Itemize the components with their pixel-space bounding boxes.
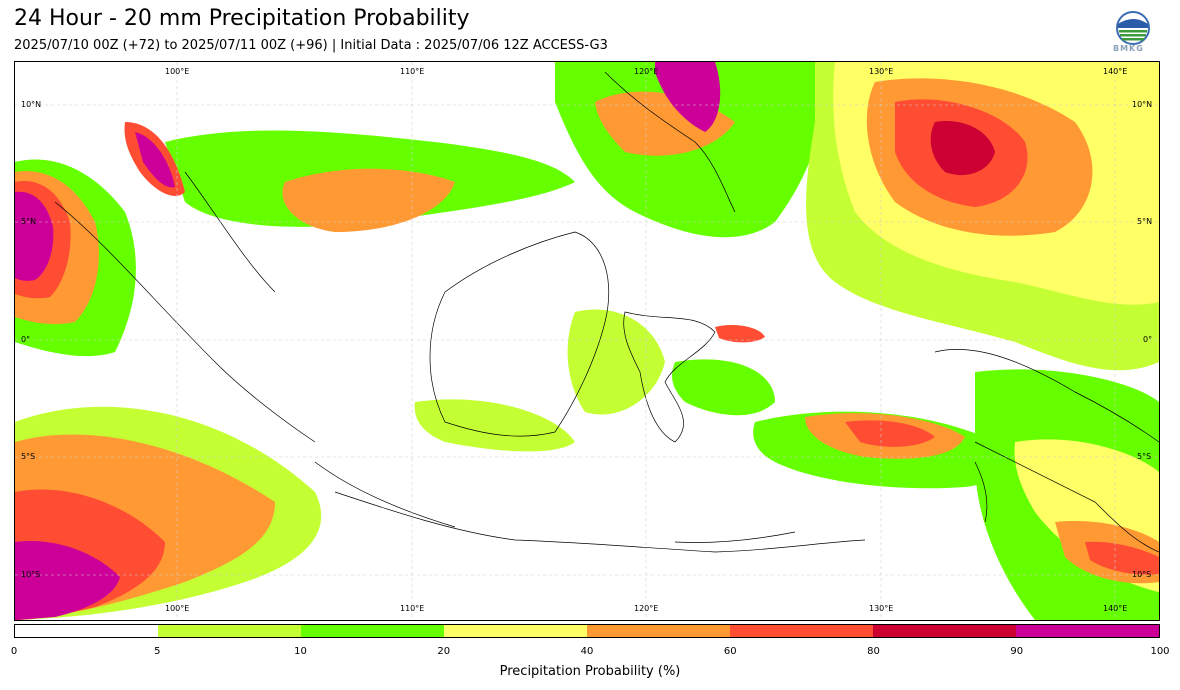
- lat-label-right: 5°S: [1137, 452, 1152, 461]
- lon-label-bottom: 120°E: [634, 604, 659, 613]
- lon-label-bottom: 140°E: [1103, 604, 1128, 613]
- lat-label-left: 0°: [21, 335, 31, 344]
- colorbar-segment: [587, 625, 730, 637]
- map-title: 24 Hour - 20 mm Precipitation Probabilit…: [14, 6, 470, 31]
- lat-label-left: 10°N: [21, 100, 42, 109]
- map-canvas: [15, 62, 1159, 620]
- lon-label-top: 100°E: [165, 67, 190, 76]
- colorbar-segment: [873, 625, 1016, 637]
- colorbar-tick-label: 100: [1150, 646, 1170, 657]
- graticule: [15, 62, 1159, 620]
- lat-label-left: 5°S: [21, 452, 36, 461]
- lon-label-bottom: 100°E: [165, 604, 190, 613]
- lon-label-top: 140°E: [1103, 67, 1128, 76]
- colorbar-segment: [730, 625, 873, 637]
- bmkg-logo: [1115, 10, 1151, 54]
- colorbar-tick-label: 0: [10, 646, 18, 657]
- lon-label-bottom: 110°E: [400, 604, 425, 613]
- colorbar: [14, 624, 1160, 638]
- map-subtitle: 2025/07/10 00Z (+72) to 2025/07/11 00Z (…: [14, 38, 608, 53]
- precipitation-map: 100°E 110°E 120°E 130°E 140°E 100°E 110°…: [14, 61, 1160, 621]
- colorbar-tick-label: 90: [1010, 646, 1024, 657]
- colorbar-tick-label: 5: [154, 646, 161, 657]
- lat-label-right: 10°N: [1132, 100, 1153, 109]
- lon-label-top: 130°E: [869, 67, 894, 76]
- colorbar-tick-label: 60: [723, 646, 737, 657]
- lon-label-top: 120°E: [634, 67, 659, 76]
- colorbar-label: Precipitation Probability (%): [499, 664, 681, 679]
- colorbar-segment: [15, 625, 158, 637]
- lat-label-right: 0°: [1143, 335, 1153, 344]
- lat-label-left: 10°S: [21, 570, 41, 579]
- colorbar-tick-label: 10: [294, 646, 307, 657]
- colorbar-segment: [301, 625, 444, 637]
- logo-label: BMKG: [1113, 44, 1144, 53]
- coastlines: [54, 71, 1159, 553]
- lat-label-left: 5°N: [21, 217, 37, 226]
- colorbar-tick-label: 20: [437, 646, 451, 657]
- lon-label-top: 110°E: [400, 67, 425, 76]
- colorbar-tick-label: 40: [580, 646, 594, 657]
- colorbar-segment: [158, 625, 301, 637]
- colorbar-segment: [1016, 625, 1159, 637]
- lat-label-right: 5°N: [1137, 217, 1153, 226]
- colorbar-tick-label: 80: [867, 646, 880, 657]
- precip-fields: [15, 62, 1159, 620]
- colorbar-segment: [444, 625, 587, 637]
- lon-label-bottom: 130°E: [869, 604, 894, 613]
- lat-label-right: 10°S: [1132, 570, 1152, 579]
